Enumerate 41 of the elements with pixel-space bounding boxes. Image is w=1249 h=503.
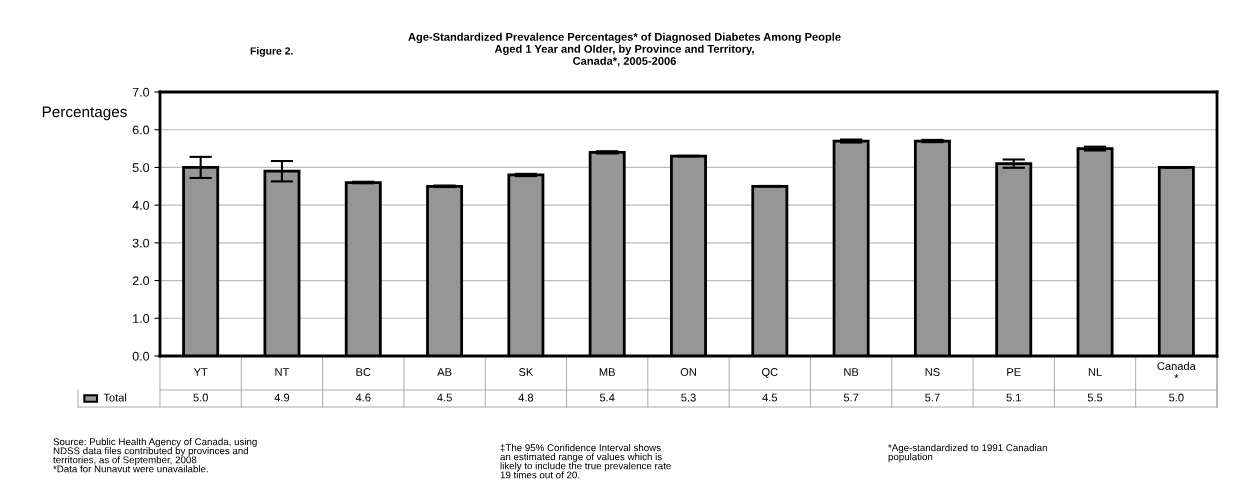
data-label: 5.1 [1006,393,1021,402]
x-tick-label: PE [1007,368,1021,376]
y-axis-title: Percentages [42,106,127,121]
text: ‡The 95% Confidence Interval shows an estimated range of values which is likely to include the true prevalence rate 19 times out of 20. [500,444,671,479]
data-label: 5.0 [193,393,208,402]
y-tick-label: 3.0 [132,238,150,248]
data-label: 4.6 [355,393,371,402]
data-label: 5.5 [1087,393,1103,402]
data-label: 5.3 [681,393,696,402]
y-tick-label: 5.0 [132,163,150,173]
y-tick-label: 6.0 [132,125,150,135]
x-tick-label: NB [844,368,859,376]
data-label: 4.5 [437,393,452,402]
x-tick-label: BC [356,368,371,376]
y-tick-label: 7.0 [132,87,150,97]
legend-label: Total [103,393,127,402]
source-note: Source: Public Health Agency of Canada, using NDSS data files contributed by provinces and territories, as of September, 2008 *Data for Nunavut were unavailable. [53,438,257,473]
y-tick-label: 0.0 [132,351,150,361]
x-tick-label: ON [680,368,696,376]
y-tick-label: 1.0 [133,314,150,323]
x-tick-label: MB [599,368,615,376]
data-label: 4.5 [762,393,778,402]
data-label: 4.8 [518,393,534,402]
data-label: 5.0 [1169,393,1184,402]
data-label: 4.9 [274,393,290,402]
y-tick-label: 4.0 [132,200,150,210]
x-tick-label: NT [275,368,290,376]
x-tick-label: AB [437,368,452,376]
text: *Age-standardized to 1991 Canadian population [888,444,1047,463]
x-tick-label: NS [925,368,940,376]
x-tick-label: NL [1088,368,1102,376]
data-label: 5.4 [599,393,615,402]
data-label: 5.7 [843,393,859,402]
x-tick-label: Canada * [1157,361,1196,379]
caption: Figure 2. [250,47,293,57]
y-tick-label: 2.0 [132,276,150,286]
data-label: 5.7 [925,393,940,402]
x-tick-label: QC [762,368,778,378]
x-tick-label: SK [518,368,534,376]
chart-title: Age-Standardized Prevalence Percentages* of Diagnosed Diabetes Among People Aged 1 Year and Older, by Province and Territory, Canada*, 2005-2006 [408,32,841,67]
x-tick-label: YT [193,368,208,376]
